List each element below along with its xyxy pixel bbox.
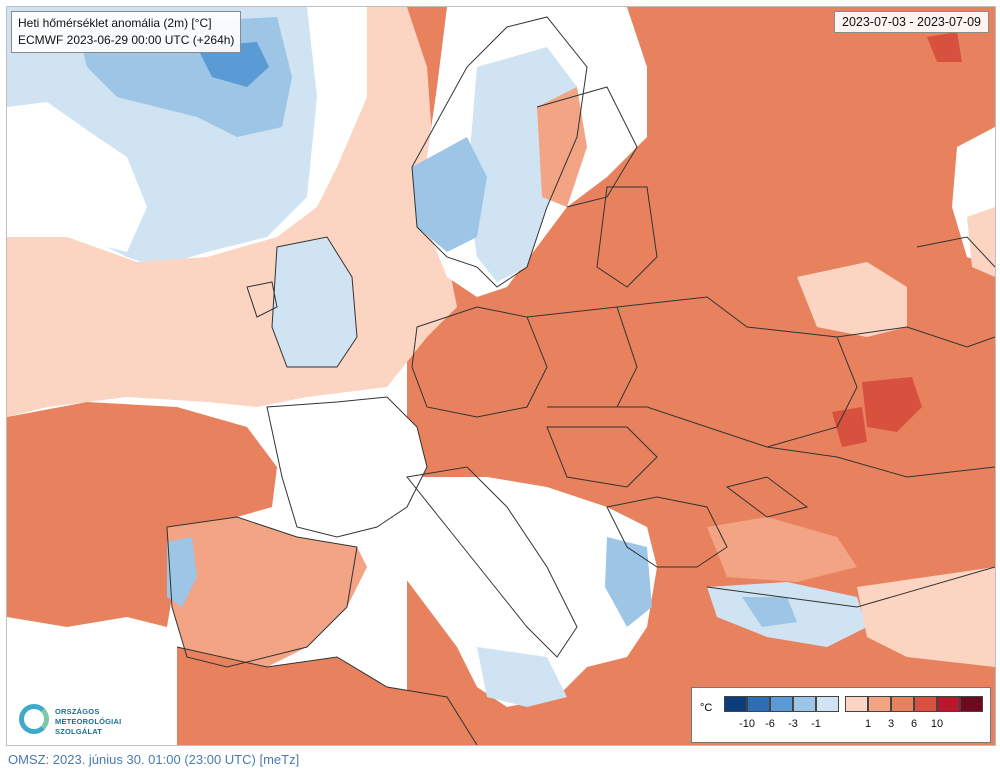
footer-timestamp: OMSZ: 2023. június 30. 01:00 (23:00 UTC)… [8, 752, 300, 767]
legend-swatch-cold-2 [747, 696, 770, 712]
color-legend: °C -10 -6 -3 -1 1 3 6 10 [691, 687, 991, 743]
legend-tick-cold-3: -3 [788, 718, 798, 730]
legend-unit: °C [700, 702, 713, 714]
warm-strong-region-don [832, 407, 867, 447]
warm-region-iberia [167, 517, 367, 667]
country-borders [166, 16, 995, 745]
legend-swatch-warm-3 [891, 696, 914, 712]
neutral-region-atlantic [7, 102, 147, 252]
warm-strong-region-arctic [927, 32, 962, 62]
warm-region-iberia-atlantic [7, 402, 277, 627]
cold-core-aegean [742, 597, 797, 627]
legend-swatch-cold-5 [816, 696, 839, 712]
neutral-region-italy-balkans [377, 477, 657, 707]
cold-region-britain [272, 237, 357, 367]
cold-region-libya [477, 647, 567, 707]
warm-weak-region-russia [797, 262, 907, 337]
legend-swatch-warm-4 [914, 696, 937, 712]
date-range-box: 2023-07-03 - 2023-07-09 [834, 11, 989, 33]
logo-line3: SZOLGÁLAT [55, 727, 103, 736]
warm-weak-region-anatolia [857, 567, 995, 667]
legend-tick-warm-3: 6 [910, 718, 918, 730]
legend-tick-warm-1: 1 [864, 718, 872, 730]
date-range: 2023-07-03 - 2023-07-09 [842, 15, 981, 29]
logo-line1: ORSZÁGOS [55, 707, 100, 716]
legend-swatch-warm-5 [937, 696, 960, 712]
cold-core-iceland [197, 42, 269, 87]
legend-swatch-warm-6 [960, 696, 983, 712]
legend-tick-cold-4: -1 [811, 718, 821, 730]
neutral-region-france [267, 397, 427, 537]
map-title: Heti hőmérséklet anomália (2m) [°C] [18, 16, 212, 30]
cold-region-portugal [167, 537, 197, 607]
warm-strong-region-volga [862, 377, 922, 432]
legend-tick-warm-2: 3 [887, 718, 895, 730]
anomaly-map [7, 7, 995, 745]
map-title-box: Heti hőmérséklet anomália (2m) [°C] ECMW… [11, 11, 242, 53]
warm-weak-region-black-sea [707, 517, 857, 582]
cold-region-norway [412, 137, 487, 252]
logo-line2: METEOROLÓGIAI [55, 717, 122, 726]
logo-ring-icon [19, 704, 49, 734]
cold-region-balkans [605, 537, 652, 627]
legend-swatch-cold-4 [793, 696, 816, 712]
warm-region-north-africa [177, 647, 477, 745]
legend-swatch-warm-1 [845, 696, 868, 712]
omsz-logo: ORSZÁGOS METEOROLÓGIAI SZOLGÁLAT [13, 697, 137, 745]
warm-region-finland [537, 87, 587, 207]
legend-tick-warm-4: 10 [930, 718, 944, 730]
legend-swatch-cold-3 [770, 696, 793, 712]
map-frame: Heti hőmérséklet anomália (2m) [°C] ECMW… [6, 6, 996, 746]
legend-swatch-warm-2 [868, 696, 891, 712]
map-subtitle: ECMWF 2023-06-29 00:00 UTC (+264h) [18, 33, 235, 47]
legend-tick-cold-2: -6 [765, 718, 775, 730]
legend-tick-cold-1: -10 [739, 718, 755, 730]
legend-swatch-cold-1 [724, 696, 747, 712]
